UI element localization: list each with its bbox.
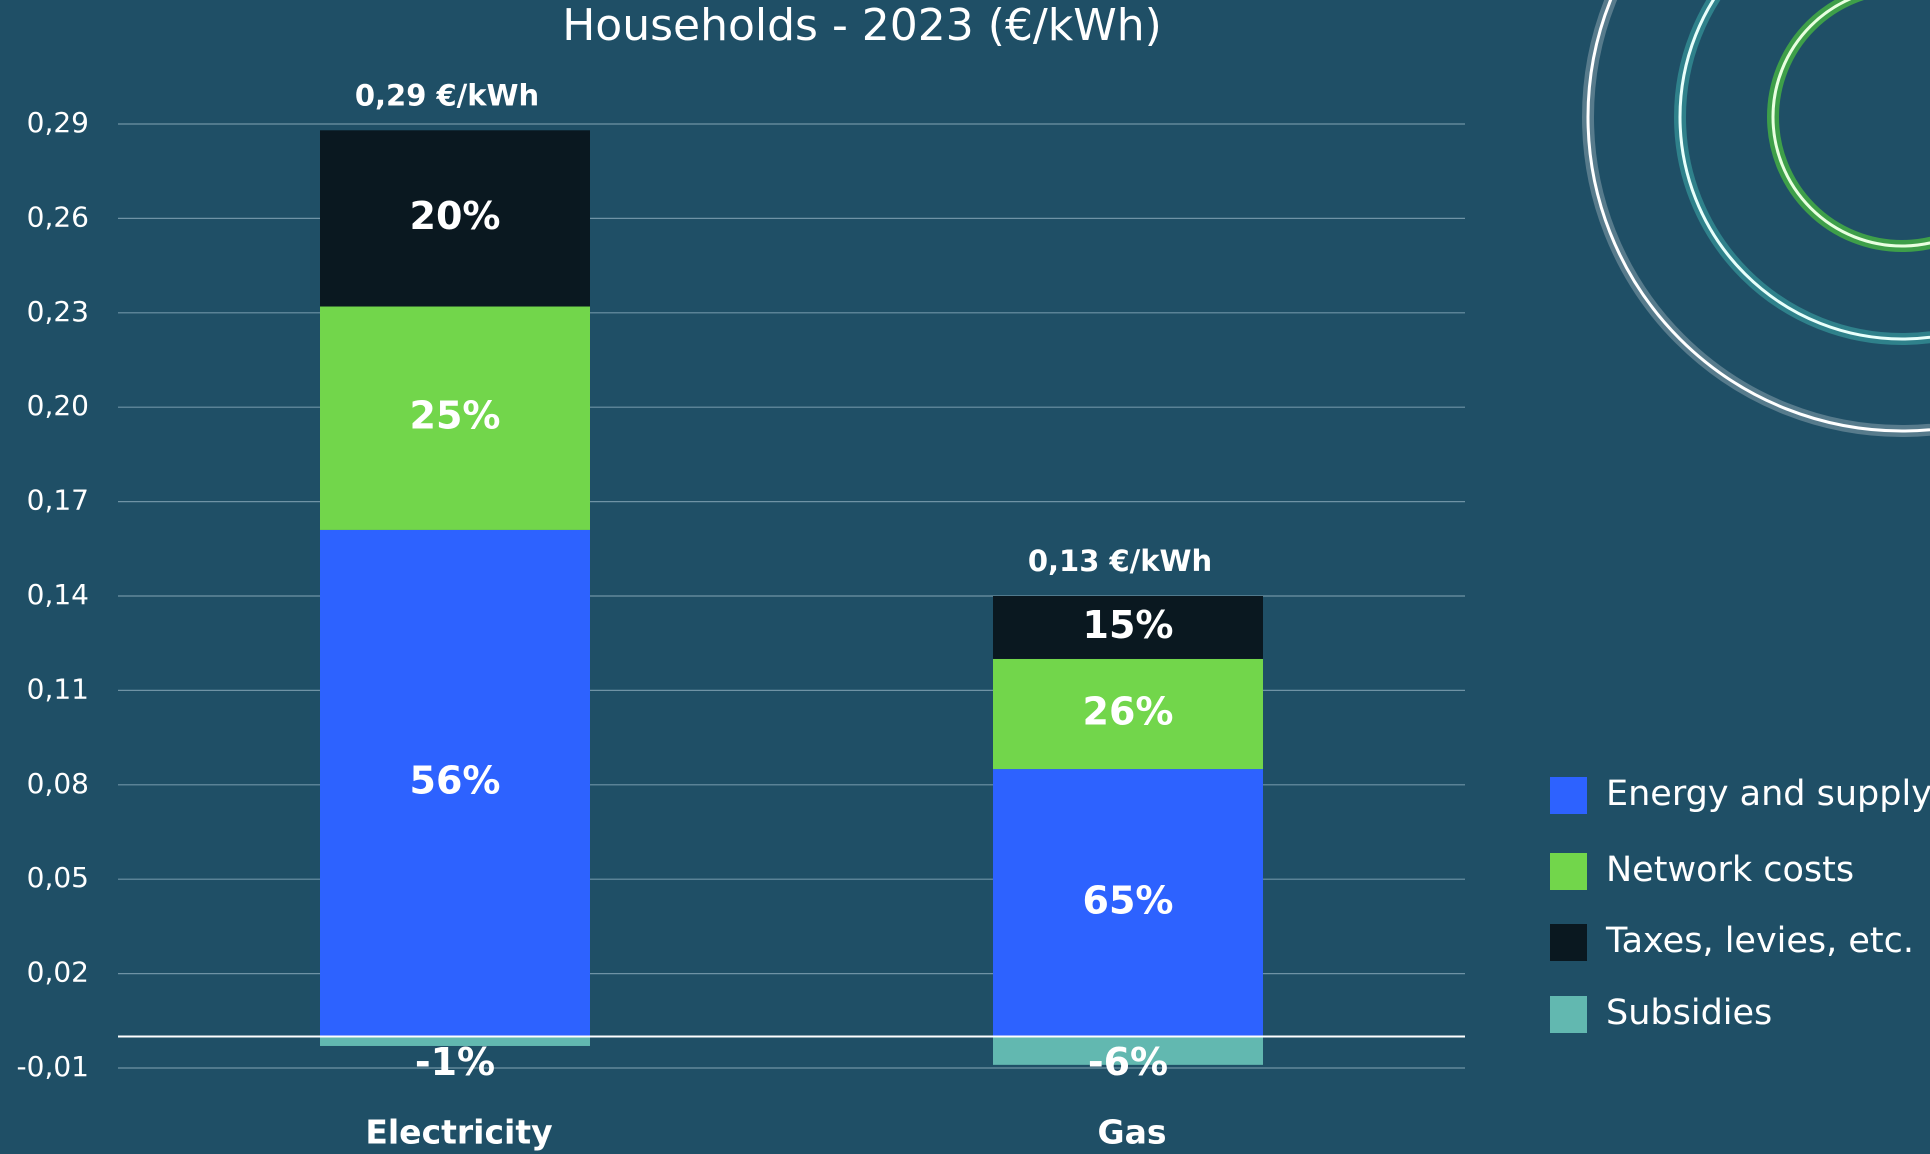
y-tick-label: 0,20 bbox=[27, 389, 89, 422]
percent-label: 56% bbox=[410, 759, 501, 803]
y-tick-label: 0,11 bbox=[27, 672, 89, 705]
chart-title: Households - 2023 (€/kWh) bbox=[562, 0, 1162, 51]
percent-label: 15% bbox=[1083, 603, 1174, 647]
bar-segment bbox=[993, 658, 1263, 770]
legend-label: Network costs bbox=[1606, 850, 1854, 890]
bar-segment bbox=[320, 130, 590, 307]
legend-swatch bbox=[1550, 777, 1587, 814]
legend-label: Subsidies bbox=[1606, 993, 1772, 1033]
percent-label: 25% bbox=[410, 394, 501, 438]
percent-label: -6% bbox=[1088, 1040, 1168, 1084]
legend-swatch bbox=[1550, 853, 1587, 890]
bar-segment bbox=[320, 529, 590, 1037]
percent-label: 20% bbox=[410, 194, 501, 238]
y-tick-label: -0,01 bbox=[17, 1050, 89, 1083]
y-tick-label: 0,29 bbox=[27, 106, 89, 139]
y-tick-label: 0,05 bbox=[27, 861, 89, 894]
bar-segment bbox=[320, 1036, 590, 1046]
y-tick-label: 0,02 bbox=[27, 956, 89, 989]
bar-segment bbox=[993, 1036, 1263, 1065]
y-tick-label: 0,08 bbox=[27, 767, 89, 800]
bar-segment bbox=[993, 769, 1263, 1037]
percent-label: 26% bbox=[1083, 690, 1174, 734]
total-label: 0,13 €/kWh bbox=[1028, 544, 1212, 578]
legend-label: Taxes, levies, etc. bbox=[1605, 921, 1914, 961]
decoration bbox=[1582, 0, 1930, 437]
total-label: 0,29 €/kWh bbox=[355, 78, 539, 112]
bar-segment bbox=[320, 306, 590, 530]
percent-label: -1% bbox=[415, 1040, 495, 1084]
y-tick-label: 0,17 bbox=[27, 484, 89, 517]
legend-label: Energy and supply bbox=[1606, 774, 1930, 814]
legend-swatch bbox=[1550, 924, 1587, 961]
bar-segment bbox=[993, 596, 1263, 659]
y-tick-label: 0,14 bbox=[27, 578, 89, 611]
x-tick-label: Gas bbox=[1098, 1113, 1167, 1152]
y-tick-label: 0,23 bbox=[27, 295, 89, 328]
x-tick-label: Electricity bbox=[365, 1113, 552, 1152]
percent-label: 65% bbox=[1083, 878, 1174, 922]
y-tick-label: 0,26 bbox=[27, 200, 89, 233]
legend-swatch bbox=[1550, 996, 1587, 1033]
